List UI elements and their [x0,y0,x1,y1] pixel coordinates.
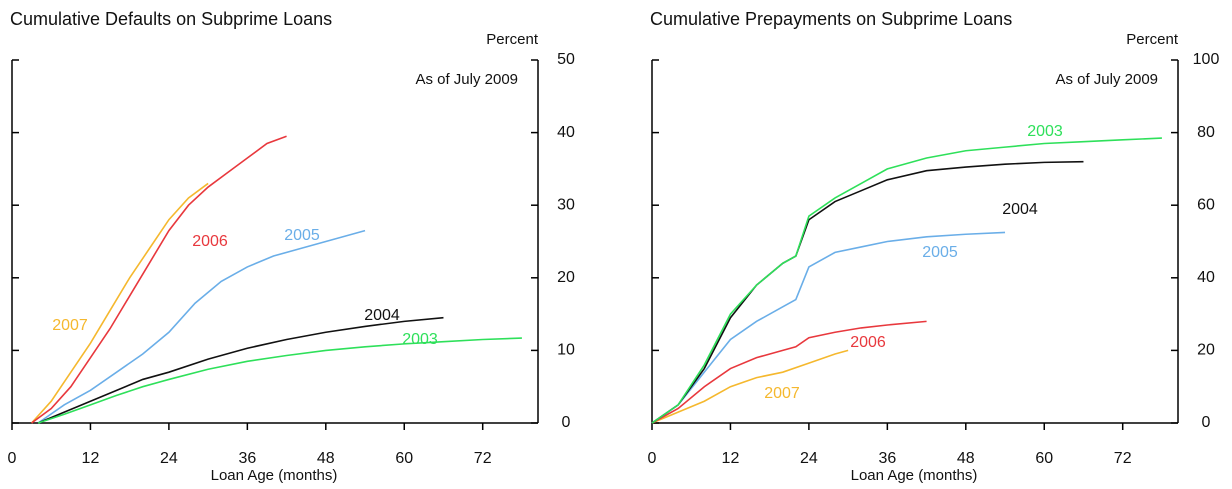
y-tick-label: 80 [1197,124,1215,141]
y-tick-label: 40 [1197,269,1215,286]
series-line [37,337,522,424]
x-tick-label: 12 [722,450,740,467]
y-axis-label: Percent [486,31,539,48]
x-axis-label: Loan Age (months) [851,467,978,484]
y-tick-label: 20 [557,269,575,286]
series-line [37,229,366,424]
series-label: 2006 [192,233,228,250]
y-tick-label: 100 [1193,51,1220,68]
series-line [31,135,287,424]
series-line [651,137,1162,424]
y-tick-label: 40 [557,124,575,141]
x-tick-label: 0 [648,450,657,467]
series-line [651,160,1084,424]
annotation: As of July 2009 [1055,71,1158,88]
y-tick-label: 50 [557,51,575,68]
chart-title: Cumulative Defaults on Subprime Loans [10,9,332,29]
y-tick-label: 60 [1197,196,1215,213]
series-label: 2007 [764,385,800,402]
series-label: 2005 [284,227,320,244]
series-line [31,182,209,424]
x-tick-label: 60 [395,450,413,467]
y-tick-label: 0 [1202,414,1211,431]
annotation: As of July 2009 [415,71,518,88]
x-tick-label: 60 [1035,450,1053,467]
x-tick-label: 48 [317,450,335,467]
chart-title: Cumulative Prepayments on Subprime Loans [650,9,1012,29]
series-label: 2004 [364,307,400,324]
x-tick-label: 72 [1114,450,1132,467]
y-tick-label: 20 [1197,342,1215,359]
series-label: 2004 [1002,201,1038,218]
series-label: 2007 [52,317,88,334]
x-tick-label: 36 [878,450,896,467]
x-axis-label: Loan Age (months) [211,467,338,484]
series-line [651,231,1006,424]
y-tick-label: 30 [557,196,575,213]
series-label: 2003 [1027,123,1063,140]
series-line [651,349,849,424]
y-tick-label: 10 [557,342,575,359]
y-axis-label: Percent [1126,31,1179,48]
y-tick-label: 0 [562,414,571,431]
series-label: 2005 [922,244,958,261]
series-label: 2003 [402,331,438,348]
x-tick-label: 24 [160,450,178,467]
series-label: 2006 [850,334,886,351]
series-line [37,316,444,424]
x-tick-label: 36 [238,450,256,467]
series-line [651,320,927,424]
x-tick-label: 12 [82,450,100,467]
x-tick-label: 48 [957,450,975,467]
x-tick-label: 72 [474,450,492,467]
x-tick-label: 24 [800,450,818,467]
x-tick-label: 0 [8,450,17,467]
